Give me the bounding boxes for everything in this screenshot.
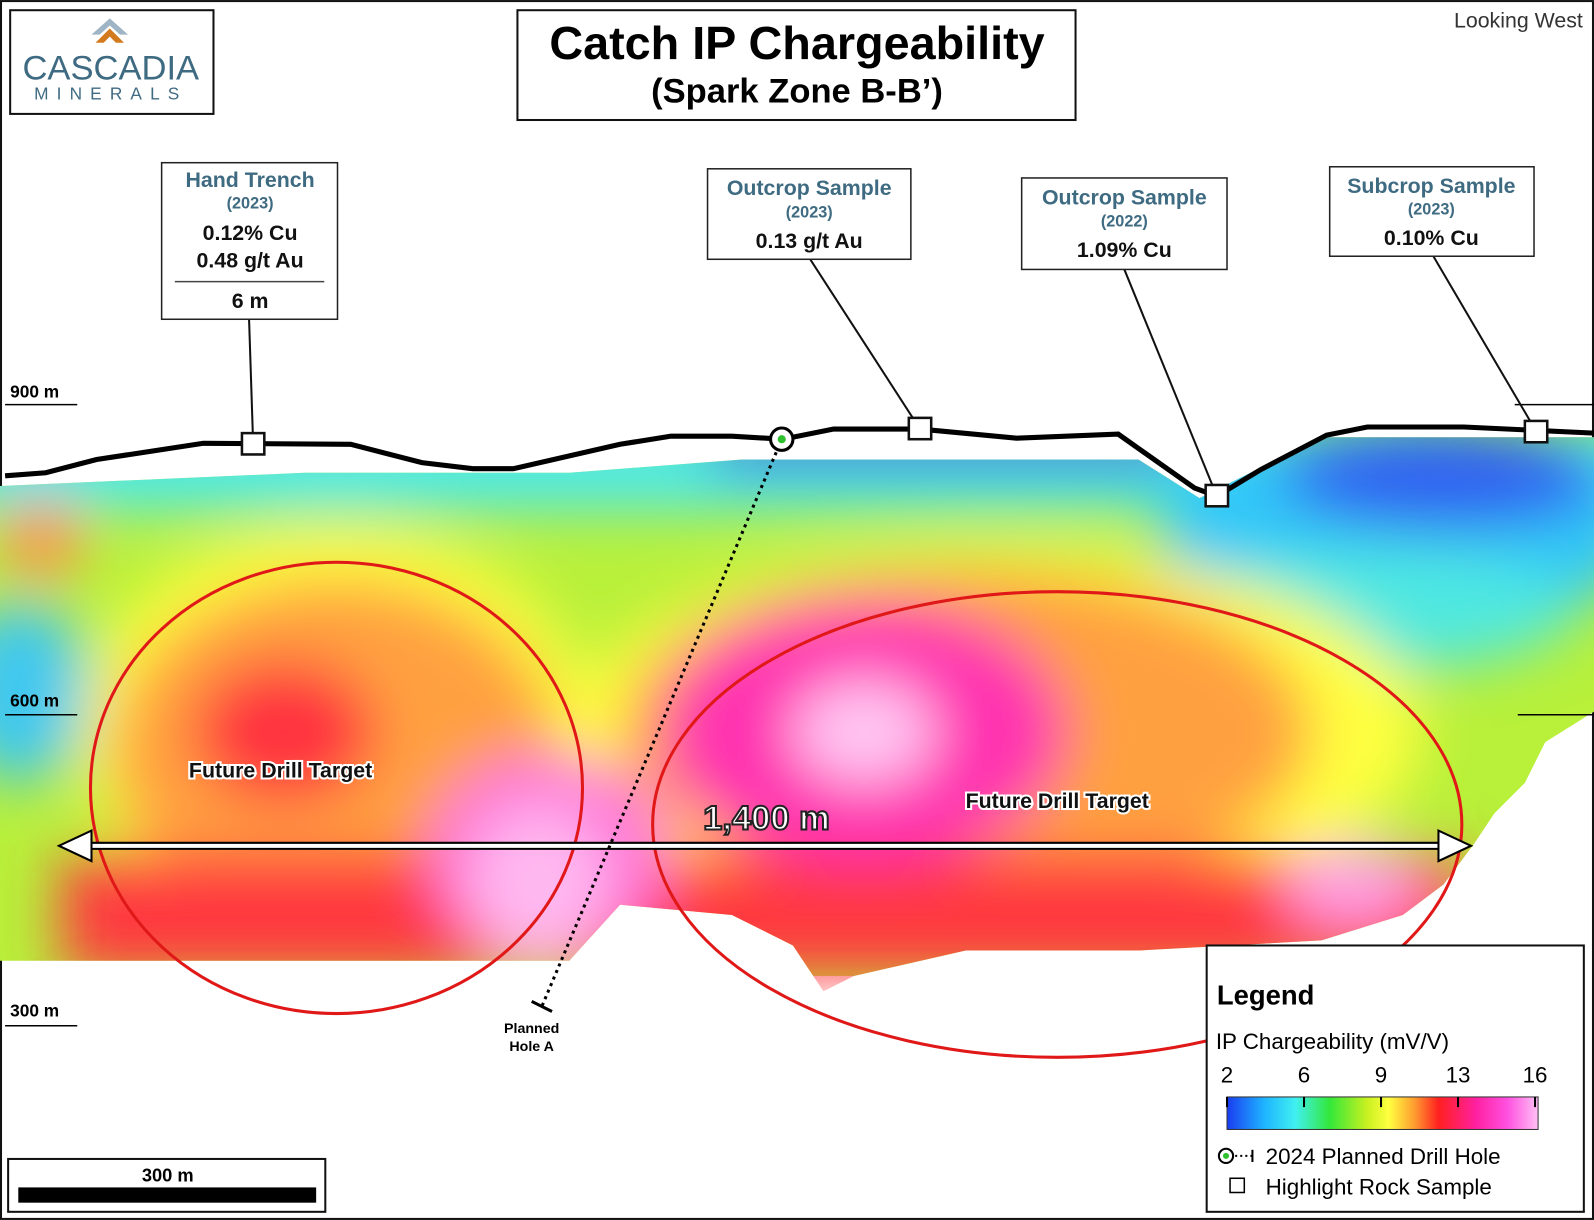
elevation-labels: 900 m 600 m 300 m xyxy=(5,382,78,1027)
drill-end xyxy=(530,1000,553,1013)
callout-year: (2022) xyxy=(1101,213,1148,231)
callout-value: 0.48 g/t Au xyxy=(197,248,304,272)
callout-title: Subcrop Sample xyxy=(1347,174,1515,198)
callout-title: Outcrop Sample xyxy=(1042,185,1207,209)
scale-label: 300 m xyxy=(142,1164,194,1185)
colorbar-title: IP Chargeability (mV/V) xyxy=(1216,1029,1449,1054)
callout-value: 0.12% Cu xyxy=(203,221,298,245)
callout-value: 0.10% Cu xyxy=(1384,226,1479,250)
elevation: 900 m xyxy=(10,382,59,402)
legend-box xyxy=(1205,944,1585,1213)
target-ellipse xyxy=(651,590,1464,1059)
title: Catch IP Chargeability xyxy=(549,17,1044,69)
view-direction: Looking West xyxy=(1454,8,1583,32)
target-label: Future Drill Target xyxy=(189,759,372,783)
callout-footer: 6 m xyxy=(232,289,269,313)
logo-box xyxy=(9,9,215,115)
drill-collar-dot xyxy=(777,435,786,444)
callout: Outcrop Sample (2023) 0.13 g/t Au xyxy=(706,168,933,441)
callout-value: 0.13 g/t Au xyxy=(756,229,863,253)
drill-label: Planned xyxy=(504,1021,559,1037)
callout: Outcrop Sample (2022) 1.09% Cu xyxy=(1020,177,1230,508)
logo-sub: MINERALS xyxy=(34,84,187,104)
legend-drill-icon xyxy=(1222,1152,1230,1159)
colorbar xyxy=(1226,1096,1539,1130)
elevation: 300 m xyxy=(10,1001,59,1021)
callout-title: Hand Trench xyxy=(185,168,314,192)
legend-item: 2024 Planned Drill Hole xyxy=(1266,1144,1501,1169)
scale-bar xyxy=(18,1187,317,1203)
scale-box xyxy=(7,1157,327,1213)
title-box xyxy=(516,9,1077,122)
drill-trace xyxy=(540,438,784,1008)
callout-title: Outcrop Sample xyxy=(727,176,892,200)
callout-year: (2023) xyxy=(227,194,274,212)
drill-label: Hole A xyxy=(509,1039,554,1055)
subtitle: (Spark Zone B-B’) xyxy=(651,73,943,111)
callout: Hand Trench (2023) 0.12% Cu 0.48 g/t Au … xyxy=(160,161,339,456)
colorbar-tick-label: 16 xyxy=(1523,1063,1548,1088)
chargeability-section xyxy=(0,437,1594,976)
legend-item: Highlight Rock Sample xyxy=(1266,1175,1492,1200)
callout-value: 1.09% Cu xyxy=(1077,238,1172,262)
colorbar-tick-label: 13 xyxy=(1446,1063,1471,1088)
distance-arrow xyxy=(56,828,1474,863)
callout: Subcrop Sample (2023) 0.10% Cu xyxy=(1328,166,1549,444)
logo-mark xyxy=(95,28,125,43)
logo-name: CASCADIA xyxy=(22,49,199,87)
colorbar-tick-label: 9 xyxy=(1375,1063,1387,1088)
colorbar-ticks: 2 6 9 13 16 xyxy=(1221,1063,1548,1108)
legend-sample-icon xyxy=(1229,1177,1246,1194)
elevation: 600 m xyxy=(10,691,59,711)
logo-mark xyxy=(91,18,129,35)
target-label: Future Drill Target xyxy=(966,789,1149,813)
distance-label: 1,400 m xyxy=(703,800,830,838)
callout-year: (2023) xyxy=(1408,201,1455,219)
legend-title: Legend xyxy=(1217,979,1315,1010)
colorbar-tick-label: 6 xyxy=(1298,1063,1310,1088)
colorbar-tick-label: 2 xyxy=(1221,1063,1233,1088)
callout-year: (2023) xyxy=(786,204,833,222)
target-ellipse xyxy=(88,560,585,1016)
